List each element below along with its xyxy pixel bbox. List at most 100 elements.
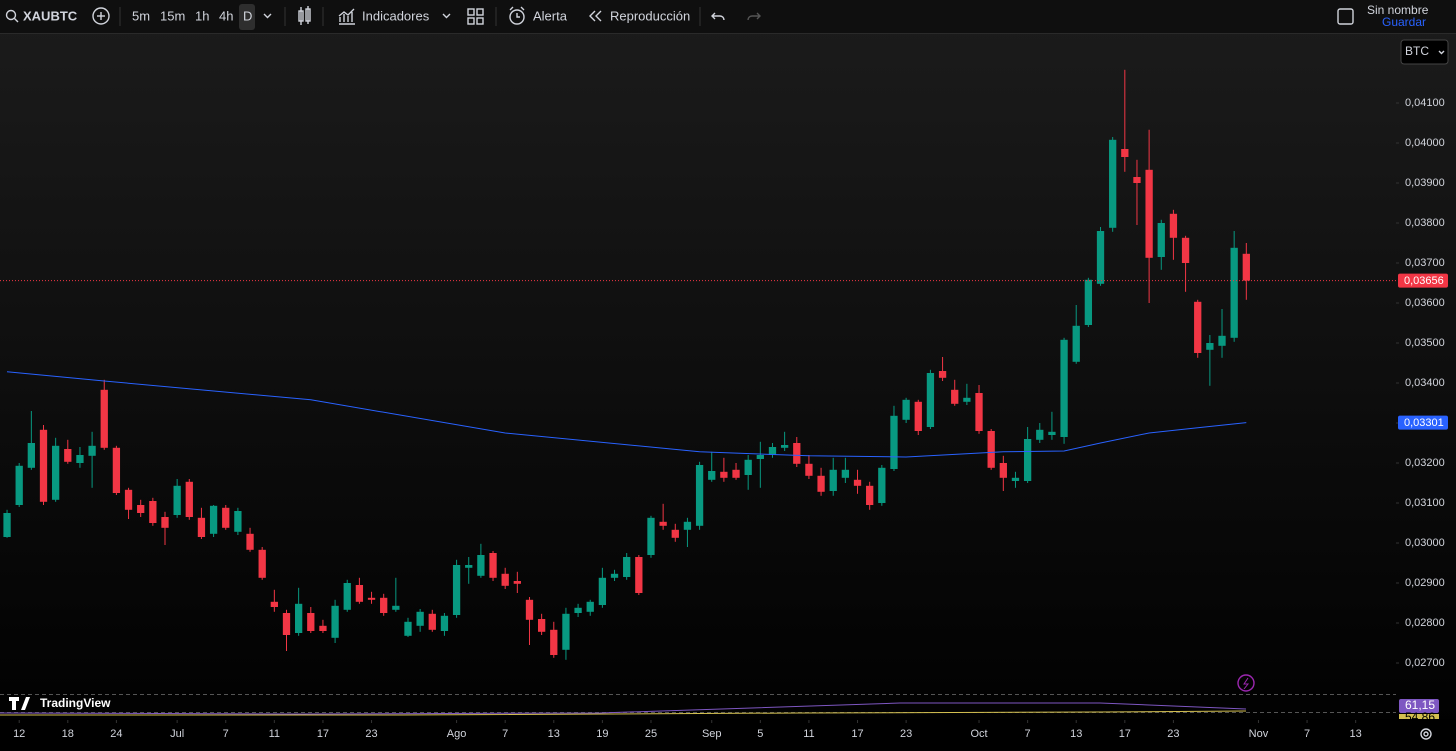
chart-type-icon[interactable] — [298, 6, 311, 25]
x-tick-label: 11 — [803, 728, 814, 740]
candle-body — [1230, 247, 1238, 338]
currency-select[interactable] — [1400, 39, 1449, 65]
chevron[interactable] — [263, 13, 272, 19]
replay-button[interactable]: Reproducción — [610, 8, 690, 23]
x-tick-label: 13 — [548, 728, 560, 740]
x-tick-label: Sep — [702, 728, 722, 740]
candle-body — [270, 601, 278, 607]
replay-icon[interactable] — [589, 10, 602, 22]
y-tick-label: 0,03000 — [1405, 537, 1445, 549]
x-tick-label: Ago — [447, 728, 467, 740]
candle-body — [282, 613, 291, 635]
candle-body — [1157, 223, 1165, 257]
candle-body — [866, 485, 874, 505]
search-icon[interactable] — [5, 9, 19, 23]
indicators-icon[interactable] — [338, 8, 355, 25]
candle-body — [890, 415, 898, 469]
candle-body — [853, 479, 862, 486]
y-tick-label: 0,03400 — [1405, 377, 1445, 389]
chevron[interactable] — [442, 13, 451, 19]
settings-icon[interactable] — [1420, 728, 1432, 740]
x-tick-label: 5 — [757, 728, 763, 740]
interval[interactable]: 1h — [195, 8, 209, 23]
save-button[interactable]: Guardar — [1382, 15, 1426, 29]
candle-body — [562, 613, 570, 650]
candle-body — [1206, 343, 1214, 350]
candle-body — [404, 621, 412, 636]
candle-body — [635, 557, 643, 593]
plot — [0, 69, 1396, 660]
candle-body — [209, 505, 218, 534]
oscillator-tag — [1399, 699, 1439, 713]
lightning-button[interactable] — [1237, 674, 1255, 692]
x-tick-label: 23 — [1167, 728, 1179, 740]
candle-body — [659, 521, 667, 526]
add-symbol[interactable] — [92, 7, 110, 25]
indicators-button[interactable]: Indicadores — [362, 8, 430, 23]
candle-body — [586, 601, 594, 612]
candle-body — [1109, 139, 1117, 228]
candle-body — [197, 517, 206, 537]
candle-body — [1060, 339, 1068, 437]
candle-body — [39, 429, 48, 502]
redo[interactable] — [747, 12, 761, 21]
x-tick-label: 17 — [851, 728, 863, 740]
candle-body — [465, 565, 473, 568]
symbol[interactable]: XAUBTC — [23, 8, 78, 23]
candle-body — [185, 481, 193, 517]
layout-name[interactable]: Sin nombre — [1367, 3, 1429, 17]
x-tick-label: Nov — [1249, 728, 1269, 740]
oscillator-signal — [0, 710, 1247, 716]
y-tick-label: 0,03900 — [1405, 177, 1445, 189]
candle-body — [112, 447, 121, 493]
x-tick-label: 7 — [1025, 728, 1031, 740]
candle-body — [805, 463, 813, 476]
axis-corner — [1396, 719, 1456, 751]
candle-body — [1121, 149, 1129, 157]
candle-body — [76, 455, 84, 463]
currency[interactable]: BTC — [1405, 44, 1429, 58]
candle-body — [100, 389, 108, 448]
candle-body — [756, 455, 764, 459]
templates-icon[interactable] — [467, 8, 484, 25]
y-tick-label: 0,03600 — [1405, 297, 1445, 309]
candle-body — [732, 469, 740, 478]
candle-body — [27, 443, 35, 468]
candle-body — [1072, 325, 1080, 362]
candle-body — [1181, 237, 1190, 263]
layout-checkbox[interactable] — [1337, 8, 1354, 25]
x-tick-label: 17 — [317, 728, 329, 740]
x-tick-label: Oct — [970, 728, 987, 740]
candle-body — [149, 501, 157, 523]
x-tick-label: 11 — [269, 728, 280, 740]
x-tick-label: 23 — [365, 728, 377, 740]
candle-body — [319, 625, 327, 631]
oscillator-line — [0, 702, 1247, 715]
candle-body — [452, 565, 461, 615]
candle-body — [780, 445, 789, 448]
candle-body — [367, 597, 376, 600]
candle-body — [817, 475, 825, 492]
undo[interactable] — [711, 12, 725, 21]
candle-body — [744, 459, 752, 475]
chevron[interactable] — [1438, 50, 1445, 55]
candle-body — [1194, 301, 1202, 353]
interval[interactable]: D — [243, 8, 252, 23]
x-tick-label: 17 — [1119, 728, 1131, 740]
candle-body — [258, 549, 266, 578]
candle-body — [1023, 439, 1032, 481]
oscillator-label: 61,15 — [1405, 698, 1435, 712]
candle-body — [52, 445, 60, 500]
y-tick-label: 0,03100 — [1405, 497, 1445, 509]
interval[interactable]: 4h — [219, 8, 233, 23]
alert-button[interactable]: Alerta — [533, 8, 568, 23]
interval[interactable]: 5m — [132, 8, 150, 23]
candle-body — [222, 507, 230, 528]
y-tick-label: 0,02900 — [1405, 577, 1445, 589]
candle-body — [793, 443, 801, 464]
alert-icon[interactable] — [509, 6, 525, 25]
candle-body — [173, 485, 181, 515]
interval[interactable]: 15m — [160, 8, 185, 23]
y-tick-label: 0,04000 — [1405, 137, 1445, 149]
